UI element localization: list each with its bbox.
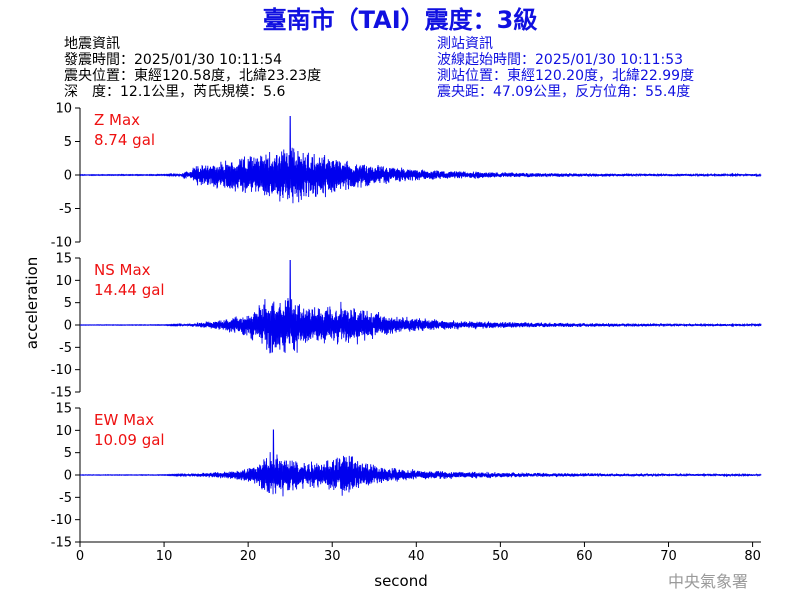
z-ytick-label: 0 <box>64 169 72 184</box>
xtick-label: 80 <box>744 549 761 564</box>
station-wave-start: 波線起始時間：2025/01/30 10:11:53 <box>437 52 683 68</box>
ns-ytick-label: -5 <box>59 341 72 356</box>
xtick-label: 70 <box>660 549 677 564</box>
ew-trace <box>79 429 762 497</box>
z-ytick-label: -10 <box>51 236 72 251</box>
ns-ytick-label: 5 <box>64 296 72 311</box>
ew-ytick-label: 5 <box>64 446 72 461</box>
ns-trace <box>79 260 762 354</box>
ew-ytick-label: -5 <box>59 491 72 506</box>
xtick-label: 20 <box>240 549 257 564</box>
z-max-label: Z Max <box>94 111 140 129</box>
ns-max-value: 14.44 gal <box>94 281 165 299</box>
ns-ytick-label: -10 <box>51 363 72 378</box>
ns-max-label: NS Max <box>94 261 151 279</box>
agency-footer: 中央氣象署 <box>668 572 748 591</box>
xtick-label: 50 <box>492 549 509 564</box>
station-distance: 震央距：47.09公里，反方位角：55.4度 <box>437 84 690 100</box>
z-ytick-label: 5 <box>64 135 72 150</box>
xtick-label: 0 <box>76 549 84 564</box>
x-axis-label: second <box>374 572 428 590</box>
ew-max-value: 10.09 gal <box>94 431 165 449</box>
ew-ytick-label: -15 <box>51 536 72 551</box>
xtick-label: 40 <box>408 549 425 564</box>
event-info-block: 地震資訊 發震時間：2025/01/30 10:11:54 震央位置：東經120… <box>64 36 321 100</box>
chart-title: 臺南市（TAI）震度：3級 <box>263 6 538 34</box>
ns-ytick-label: 0 <box>64 319 72 334</box>
z-ytick-label: 10 <box>55 102 72 117</box>
z-ytick-label: -5 <box>59 202 72 217</box>
ew-ytick-label: 0 <box>64 469 72 484</box>
xtick-label: 10 <box>156 549 173 564</box>
y-axis-label: acceleration <box>23 257 41 349</box>
ns-ytick-label: 15 <box>55 252 72 267</box>
ew-ytick-label: -10 <box>51 513 72 528</box>
event-depth-magnitude: 深 度：12.1公里，芮氏規模：5.6 <box>64 83 286 100</box>
ns-ytick-label: -15 <box>51 386 72 401</box>
ns-ytick-label: 10 <box>55 274 72 289</box>
xtick-label: 60 <box>576 549 593 564</box>
event-info-heading: 地震資訊 <box>64 36 120 52</box>
station-info-heading: 測站資訊 <box>437 36 493 52</box>
station-location: 測站位置：東經120.20度，北緯22.99度 <box>437 68 694 84</box>
event-origin-time: 發震時間：2025/01/30 10:11:54 <box>64 52 282 68</box>
xtick-label: 30 <box>324 549 341 564</box>
ew-ytick-label: 10 <box>55 424 72 439</box>
z-trace <box>79 115 762 204</box>
station-info-block: 測站資訊 波線起始時間：2025/01/30 10:11:53 測站位置：東經1… <box>437 36 694 100</box>
ew-ytick-label: 15 <box>55 402 72 417</box>
ew-max-label: EW Max <box>94 411 154 429</box>
z-max-value: 8.74 gal <box>94 131 155 149</box>
event-epicenter: 震央位置：東經120.58度，北緯23.23度 <box>64 68 321 84</box>
